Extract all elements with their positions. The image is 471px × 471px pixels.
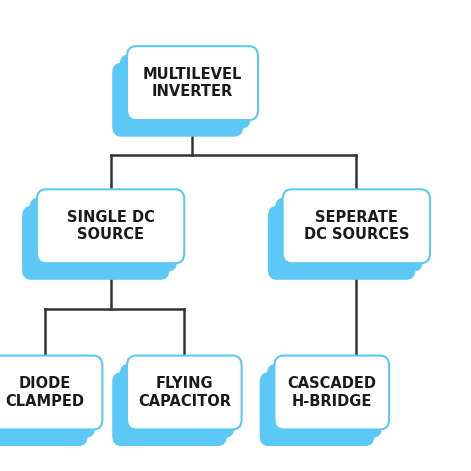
Text: SEPERATE
DC SOURCES: SEPERATE DC SOURCES	[304, 210, 409, 243]
Text: FLYING
CAPACITOR: FLYING CAPACITOR	[138, 376, 231, 409]
FancyBboxPatch shape	[260, 372, 374, 446]
Text: CASCADED
H-BRIDGE: CASCADED H-BRIDGE	[287, 376, 376, 409]
FancyBboxPatch shape	[0, 364, 95, 438]
Text: MULTILEVEL
INVERTER: MULTILEVEL INVERTER	[143, 67, 242, 99]
Text: DIODE
CLAMPED: DIODE CLAMPED	[6, 376, 85, 409]
FancyBboxPatch shape	[127, 46, 258, 120]
FancyBboxPatch shape	[37, 189, 184, 263]
FancyBboxPatch shape	[127, 356, 242, 430]
FancyBboxPatch shape	[120, 55, 251, 129]
FancyBboxPatch shape	[283, 189, 430, 263]
FancyBboxPatch shape	[120, 364, 234, 438]
FancyBboxPatch shape	[22, 206, 170, 280]
FancyBboxPatch shape	[112, 372, 227, 446]
FancyBboxPatch shape	[267, 364, 382, 438]
FancyBboxPatch shape	[275, 198, 422, 271]
FancyBboxPatch shape	[0, 356, 102, 430]
FancyBboxPatch shape	[30, 198, 177, 271]
FancyBboxPatch shape	[0, 372, 88, 446]
FancyBboxPatch shape	[268, 206, 415, 280]
Text: SINGLE DC
SOURCE: SINGLE DC SOURCE	[66, 210, 154, 243]
FancyBboxPatch shape	[275, 356, 389, 430]
FancyBboxPatch shape	[112, 63, 244, 137]
